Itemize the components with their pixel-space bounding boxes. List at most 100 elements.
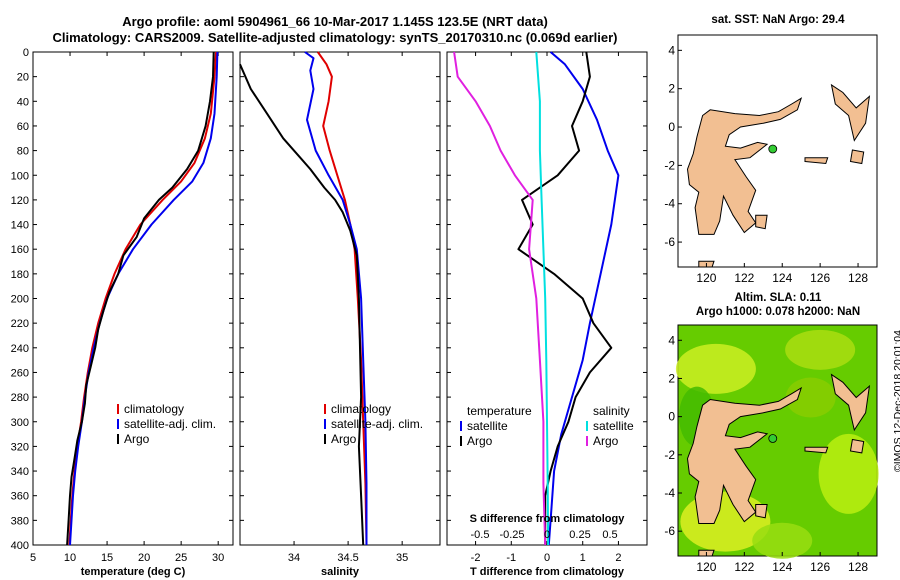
map-bottom-y-tick-label: -4 — [664, 486, 675, 500]
legend-temp-label-1: temperature — [467, 404, 532, 418]
map-bottom-x-tick-label: 128 — [848, 560, 868, 574]
x-tick-label: 25 — [175, 552, 187, 564]
map-top-land-island — [830, 83, 871, 142]
series-argo — [239, 63, 365, 546]
map-top-y-tick-label: 4 — [668, 43, 675, 57]
series-temperature-argo — [517, 51, 613, 545]
map-bottom-y-tick-label: -6 — [664, 524, 675, 538]
y-tick-label: 380 — [11, 515, 29, 527]
map-bottom-land-island — [830, 373, 871, 432]
map-bottom-sla-blob — [752, 522, 813, 559]
map-bottom-land-island — [755, 504, 768, 519]
legend-label-1: climatology — [331, 402, 391, 416]
y-tick-label: 340 — [11, 466, 29, 478]
series-salinity-argo — [453, 51, 547, 546]
map-bottom-sla-blob — [785, 329, 856, 370]
map-top-x-tick-label: 122 — [734, 271, 754, 285]
map-top-x-tick-label: 124 — [772, 271, 792, 285]
plot-frame-2 — [239, 51, 441, 546]
y-tick-label: 40 — [17, 96, 29, 108]
map-top-land-island — [755, 214, 768, 230]
map-bottom-x-tick-label: 120 — [696, 560, 716, 574]
x-tick-label: 15 — [101, 552, 113, 564]
map-bottom-y-tick-label: 4 — [668, 333, 675, 347]
series-temperature-satellite — [547, 51, 620, 546]
legend-label-1: climatology — [124, 402, 184, 416]
chart-title-line1: Argo profile: aoml 5904961_66 10-Mar-201… — [122, 14, 548, 29]
map-top-y-tick-label: -2 — [664, 158, 675, 172]
y-tick-label: 360 — [11, 491, 29, 503]
map-bottom-x-tick-label: 126 — [810, 560, 830, 574]
y-tick-label: 300 — [11, 417, 29, 429]
map-bottom-sla-blob — [785, 377, 836, 418]
y-tick-label: 60 — [17, 121, 29, 133]
legend-label-2: satellite-adj. clim. — [124, 417, 216, 431]
s-tick-label: 0.5 — [602, 529, 617, 541]
map-bottom-title-1: Altim. SLA: 0.11 — [734, 292, 822, 304]
y-tick-label: 260 — [11, 367, 29, 379]
legend-temp-label-2: satellite — [467, 419, 508, 433]
x-axis-label: T difference from climatology — [470, 566, 625, 578]
y-tick-label: 80 — [17, 146, 29, 158]
s-tick-label: 0 — [544, 529, 550, 541]
map-top-y-tick-label: -6 — [664, 235, 675, 249]
x-tick-label: -1 — [506, 552, 516, 564]
legend-sal-label-3: Argo — [593, 434, 619, 448]
x-tick-label: 1 — [580, 552, 586, 564]
x-tick-label: 34.5 — [337, 552, 358, 564]
map-top-argo-position-marker — [768, 144, 778, 154]
x-tick-label: 10 — [64, 552, 76, 564]
map-bottom-land-island — [804, 446, 829, 454]
map-bottom-land-sulawesi — [686, 386, 803, 524]
y-tick-label: 0 — [23, 47, 29, 59]
y-tick-label: 20 — [17, 72, 29, 84]
legend-label-2: satellite-adj. clim. — [331, 417, 423, 431]
map-top-x-tick-label: 120 — [696, 271, 716, 285]
map-top-y-tick-label: 0 — [668, 120, 675, 134]
series-climatology — [316, 51, 368, 546]
x-axis-label: temperature (deg C) — [81, 566, 186, 578]
series-argo — [66, 51, 215, 546]
x-tick-label: -2 — [471, 552, 481, 564]
map-bottom-sla-blob — [818, 433, 879, 514]
x-tick-label: 34 — [288, 552, 300, 564]
x-tick-label: 30 — [212, 552, 224, 564]
map-bottom-title-2: Argo h1000: 0.078 h2000: NaN — [695, 306, 861, 318]
y-tick-label: 400 — [11, 540, 29, 552]
series-salinity-satellite — [535, 51, 550, 546]
legend-sal-label-1: salinity — [593, 404, 630, 418]
y-tick-label: 320 — [11, 441, 29, 453]
map-top-y-tick-label: 2 — [668, 82, 675, 96]
legend-sal-label-2: satellite — [593, 419, 634, 433]
x-tick-label: 35 — [396, 552, 408, 564]
map-top-title: sat. SST: NaN Argo: 29.4 — [711, 14, 845, 26]
s-tick-label: -0.25 — [499, 529, 524, 541]
map-top-land-sulawesi — [686, 97, 803, 235]
y-tick-label: 220 — [11, 318, 29, 330]
map-bottom-y-tick-label: -2 — [664, 448, 675, 462]
map-bottom-land-island — [849, 438, 865, 454]
map-bottom-x-tick-label: 122 — [734, 560, 754, 574]
map-bottom-y-tick-label: 2 — [668, 371, 675, 385]
chart-title-line2: Climatology: CARS2009. Satellite-adjuste… — [52, 30, 618, 45]
y-tick-label: 180 — [11, 269, 29, 281]
plot-frame-1 — [32, 51, 234, 546]
x-tick-label: 2 — [615, 552, 621, 564]
map-top-x-tick-label: 128 — [848, 271, 868, 285]
s-tick-label: -0.5 — [471, 529, 490, 541]
y-tick-label: 140 — [11, 220, 29, 232]
x-tick-label: 5 — [30, 552, 36, 564]
y-tick-label: 280 — [11, 392, 29, 404]
legend-label-3: Argo — [331, 432, 357, 446]
y-tick-label: 120 — [11, 195, 29, 207]
map-bottom-x-tick-label: 124 — [772, 560, 792, 574]
map-top-land-island — [804, 157, 829, 165]
map-bottom-sla-blob — [675, 343, 756, 394]
legend-label-3: Argo — [124, 432, 150, 446]
map-bottom-argo-position-marker — [768, 434, 778, 443]
second-axis-label: S difference from climatology — [470, 513, 626, 525]
legend-temp-label-3: Argo — [467, 434, 493, 448]
y-tick-label: 100 — [11, 170, 29, 182]
y-tick-label: 200 — [11, 294, 29, 306]
